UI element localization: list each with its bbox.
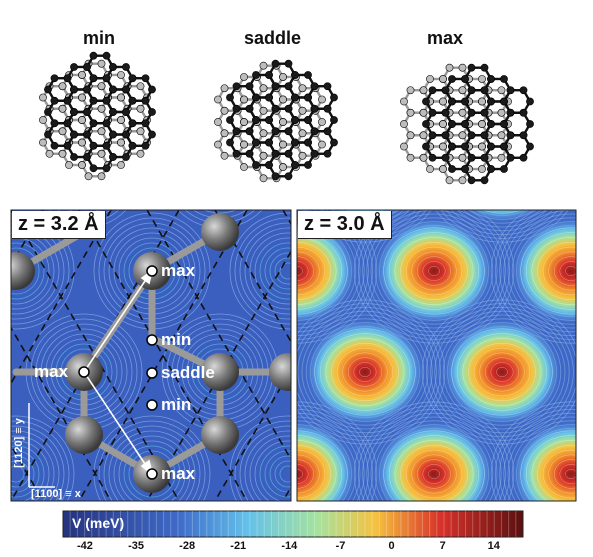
colorbar-tick-label: 14: [487, 540, 500, 552]
lattice-min: [39, 51, 156, 181]
colorbar-tick-label: -42: [76, 540, 93, 552]
site-label-max-bottom: max: [161, 464, 196, 483]
site-label-max-left: max: [34, 362, 69, 381]
lattice-max: [400, 63, 534, 185]
axis-x-label: [1100] ≡ x: [31, 488, 81, 500]
site-label-min-top: min: [161, 330, 192, 349]
colorbar-tick-label: -35: [128, 540, 144, 552]
colorbar-title: V (meV): [72, 515, 125, 531]
colorbar-tick-label: 0: [388, 540, 395, 552]
left-height-label: z = 3.2 Å: [12, 211, 106, 239]
colorbar-tick-label: 7: [439, 540, 446, 552]
right-height-label: z = 3.0 Å: [298, 211, 392, 239]
colorbar-tick-label: -7: [335, 540, 346, 552]
left-potential-map: [11, 210, 291, 501]
config-label-max: max: [427, 28, 464, 48]
colorbar-tick-label: -14: [281, 540, 298, 552]
right-potential-map: [297, 210, 576, 501]
config-label-min: min: [83, 28, 116, 48]
site-label-saddle: saddle: [161, 363, 215, 382]
axis-y-label: [1120] ≡ y: [12, 418, 25, 468]
colorbar: [62, 510, 524, 538]
axis-indicator: [28, 403, 55, 488]
site-markers: [78, 265, 158, 480]
lattice-saddle: [214, 59, 338, 183]
colorbar-tick-label: -21: [230, 540, 247, 552]
lattice-vector-arrows: [83, 269, 154, 477]
colorbar-tick-label: -28: [179, 540, 196, 552]
site-label-max-top: max: [161, 261, 196, 280]
config-label-saddle: saddle: [244, 28, 302, 48]
site-label-min-bottom: min: [161, 395, 192, 414]
